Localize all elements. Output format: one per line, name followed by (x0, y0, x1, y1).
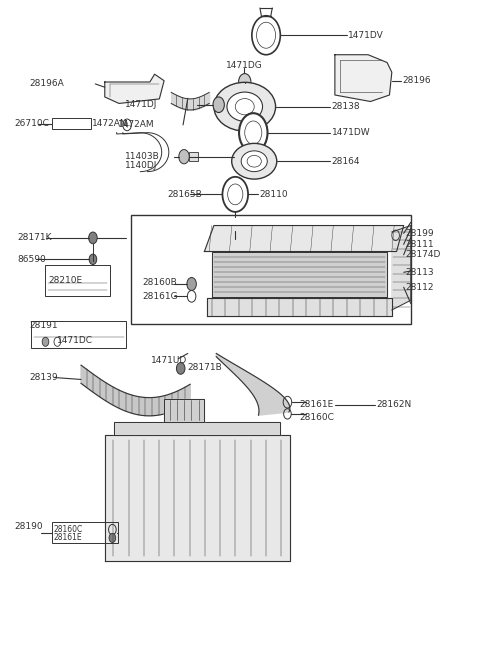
Circle shape (109, 533, 116, 542)
Polygon shape (207, 298, 392, 316)
Text: 28138: 28138 (332, 102, 360, 111)
Bar (52, 522, 118, 543)
Ellipse shape (227, 92, 263, 121)
Text: 1471DG: 1471DG (226, 61, 263, 69)
Text: 11403B: 11403B (125, 152, 160, 161)
Text: 28210E: 28210E (48, 276, 83, 285)
Bar (52, 119, 91, 129)
Text: 28190: 28190 (14, 522, 43, 531)
Text: 28164: 28164 (332, 157, 360, 166)
Text: 28161E: 28161E (300, 400, 334, 409)
Circle shape (239, 113, 267, 152)
Text: 28174D: 28174D (405, 250, 441, 259)
Text: 28113: 28113 (405, 268, 434, 277)
Text: 28112: 28112 (405, 283, 433, 291)
Text: 28161G: 28161G (143, 292, 179, 301)
Ellipse shape (241, 151, 267, 172)
Circle shape (179, 149, 189, 164)
Text: 1471DW: 1471DW (332, 128, 370, 137)
Bar (131, 215, 411, 324)
Circle shape (239, 73, 251, 90)
Polygon shape (81, 365, 190, 416)
Polygon shape (164, 399, 204, 422)
Circle shape (42, 337, 49, 346)
Text: 28199: 28199 (405, 229, 434, 238)
Polygon shape (114, 422, 280, 435)
Text: 1471DJ: 1471DJ (125, 100, 157, 109)
Text: 1472AM: 1472AM (118, 121, 154, 130)
Text: 28162N: 28162N (376, 400, 411, 409)
Text: 1471UD: 1471UD (151, 356, 187, 365)
Text: 26710C: 26710C (14, 119, 49, 128)
Text: 28165B: 28165B (168, 190, 202, 199)
Polygon shape (105, 74, 164, 103)
Ellipse shape (232, 143, 277, 179)
Circle shape (222, 177, 248, 212)
Polygon shape (204, 225, 404, 252)
Text: 28160C: 28160C (53, 525, 82, 534)
Bar (189, 152, 198, 161)
Text: 28111: 28111 (405, 240, 434, 249)
Polygon shape (392, 225, 411, 310)
Text: 1471DC: 1471DC (57, 336, 93, 345)
Polygon shape (216, 354, 290, 415)
Circle shape (177, 363, 185, 374)
Text: 1140DJ: 1140DJ (125, 160, 157, 170)
Text: 28160B: 28160B (143, 278, 178, 286)
Circle shape (187, 278, 196, 290)
Text: 1471DV: 1471DV (348, 31, 384, 40)
Circle shape (89, 232, 97, 244)
Ellipse shape (214, 83, 276, 131)
Text: 28191: 28191 (29, 321, 58, 330)
Polygon shape (335, 55, 392, 102)
Text: 28161E: 28161E (53, 533, 82, 542)
Text: 28171B: 28171B (187, 364, 222, 372)
Text: 86590: 86590 (17, 255, 46, 264)
Bar (46, 265, 109, 296)
Text: 28196A: 28196A (29, 79, 64, 88)
Text: 28110: 28110 (259, 190, 288, 199)
Text: 28139: 28139 (29, 373, 58, 382)
Polygon shape (105, 435, 290, 561)
Circle shape (89, 254, 96, 265)
Text: 28171K: 28171K (17, 233, 51, 242)
Polygon shape (212, 252, 387, 297)
Text: 1472AN: 1472AN (92, 119, 127, 128)
Circle shape (252, 16, 280, 55)
Text: 28160C: 28160C (300, 413, 334, 422)
Text: 28196: 28196 (403, 76, 432, 85)
Bar (31, 321, 126, 348)
Circle shape (213, 97, 224, 113)
